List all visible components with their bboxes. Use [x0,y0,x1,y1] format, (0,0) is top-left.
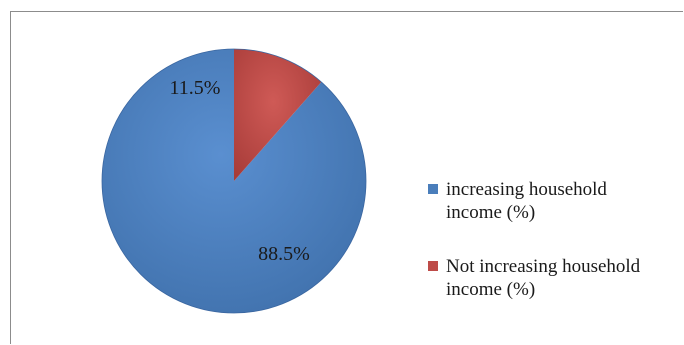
legend-item-increasing: increasing household income (%) [428,178,678,224]
pie-slice-0 [102,49,366,314]
pie-slice-1 [234,49,322,181]
legend-swatch-increasing [428,184,438,194]
legend: increasing household income (%) Not incr… [428,178,678,332]
legend-label-not-increasing-line1: Not increasing household [446,256,641,277]
legend-item-not-increasing: Not increasing household income (%) [428,255,678,301]
legend-label-not-increasing-line2: income (%) [446,279,536,300]
legend-swatch-not-increasing [428,261,438,271]
pie-outline [101,48,367,314]
pie-slice-label-1: 11.5% [170,77,221,99]
legend-label-increasing-line2: income (%) [446,202,536,223]
legend-label-increasing-line1: increasing household [446,179,607,200]
pie-slice-label-0: 88.5% [258,243,310,265]
